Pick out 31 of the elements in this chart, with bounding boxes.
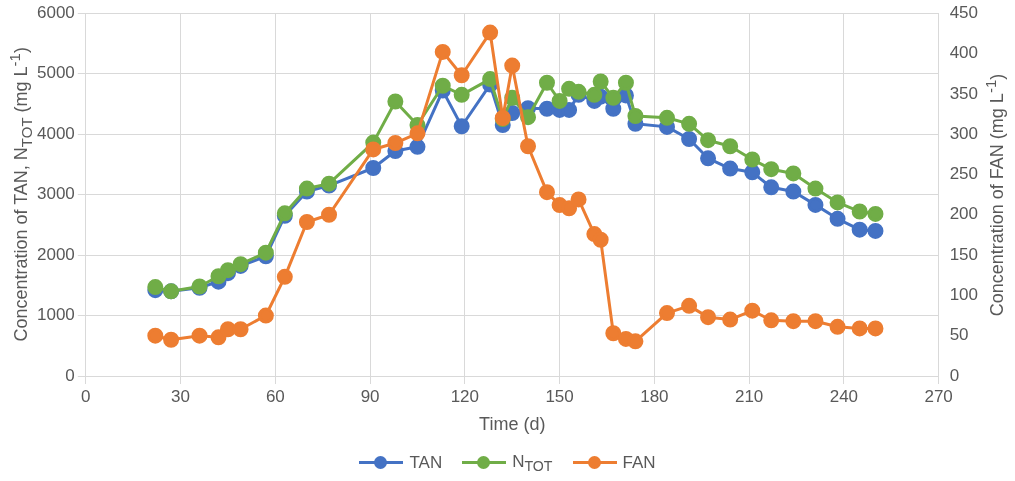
x-tick-label: 120 bbox=[450, 386, 480, 406]
x-axis-title: Time (d) bbox=[479, 414, 546, 435]
x-tick-label: 240 bbox=[829, 386, 859, 406]
y2-tick-label: 450 bbox=[949, 2, 979, 22]
y2-tick-label: 50 bbox=[949, 325, 969, 345]
y-tick-label: 6000 bbox=[36, 2, 75, 22]
x-tick-label: 0 bbox=[81, 386, 91, 406]
y-tick-label: 1000 bbox=[36, 305, 75, 325]
legend-label: FAN bbox=[622, 453, 656, 474]
y-tick-label: 4000 bbox=[36, 123, 75, 143]
y-tick-label: 5000 bbox=[36, 63, 75, 83]
y2-tick-label: 0 bbox=[949, 365, 960, 385]
y2-tick-label: 150 bbox=[949, 244, 979, 264]
x-tick-label: 210 bbox=[734, 386, 764, 406]
y-tick-label: 0 bbox=[65, 365, 75, 385]
y2-tick-label: 400 bbox=[949, 43, 979, 63]
x-tick-label: 90 bbox=[360, 386, 380, 406]
x-tick-label: 60 bbox=[265, 386, 285, 406]
legend-label: TAN bbox=[409, 453, 443, 474]
y2-tick-label: 250 bbox=[949, 164, 979, 184]
x-tick-label: 150 bbox=[545, 386, 574, 406]
y2-tick-label: 200 bbox=[949, 204, 979, 224]
y2-tick-label: 300 bbox=[949, 123, 979, 143]
x-tick-label: 30 bbox=[171, 386, 191, 406]
y-tick-label: 2000 bbox=[36, 244, 75, 264]
y2-tick-label: 350 bbox=[949, 83, 979, 103]
x-tick-label: 180 bbox=[640, 386, 669, 406]
y2-tick-label: 100 bbox=[949, 285, 979, 305]
y-tick-label: 3000 bbox=[36, 184, 75, 204]
x-tick-label: 270 bbox=[924, 386, 953, 406]
legend-label: N$_{TOT}$ bbox=[512, 452, 553, 475]
